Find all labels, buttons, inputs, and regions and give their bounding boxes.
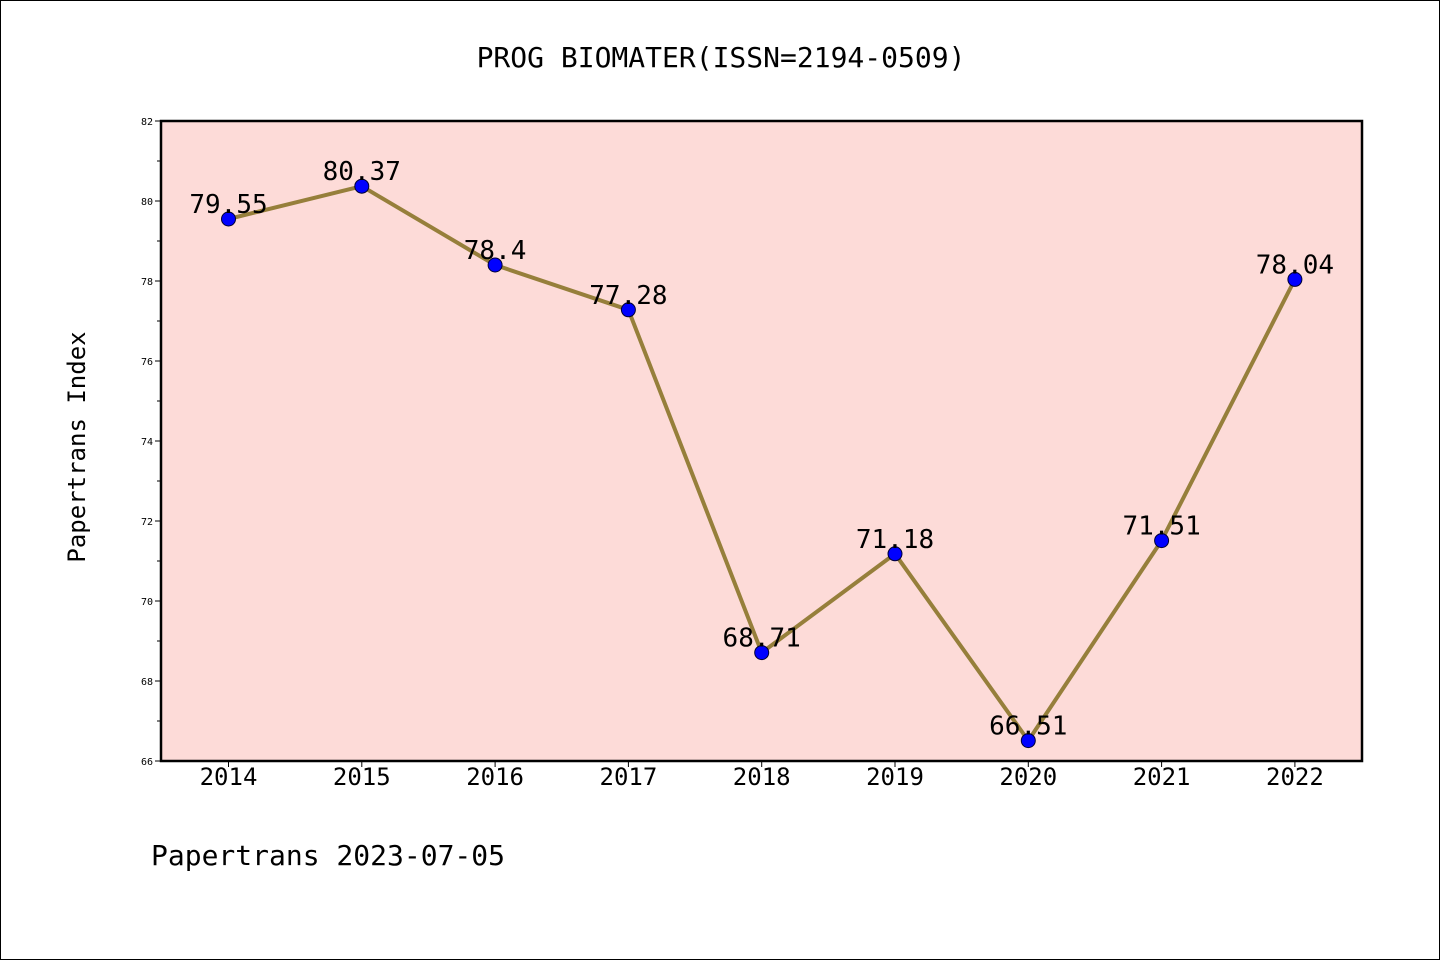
data-label: 80.37 xyxy=(323,157,401,187)
y-axis-ticks: 66 68 70 72 74 76 78 80 82 xyxy=(141,117,161,768)
x-tick-label: 2014 xyxy=(200,763,258,791)
data-point xyxy=(221,211,236,227)
data-label: 66.51 xyxy=(989,712,1067,742)
data-label: 78.4 xyxy=(464,236,527,266)
x-tick-label: 2021 xyxy=(1133,763,1191,791)
plot-border xyxy=(159,119,1364,763)
data-label: 71.18 xyxy=(856,525,934,555)
data-point xyxy=(620,302,636,318)
x-axis-ticks: 2014 2015 2016 2017 2018 2019 2020 2021 2022 xyxy=(200,761,1324,791)
y-tick-label: 76 xyxy=(141,357,153,368)
y-tick-label: 74 xyxy=(141,437,153,448)
data-point xyxy=(887,546,903,562)
y-tick-label: 82 xyxy=(141,117,153,128)
y-tick-label: 66 xyxy=(141,757,153,768)
plot-area xyxy=(161,121,1362,761)
series-group: 79.55 80.37 78.4 77.28 68.71 71.18 66.51 71.51 7… xyxy=(189,157,1334,749)
y-tick-label: 80 xyxy=(141,197,153,208)
y-axis-label: Papertrans Index xyxy=(63,331,91,562)
data-point xyxy=(487,257,503,273)
y-tick-label: 70 xyxy=(141,597,153,608)
x-tick-label: 2016 xyxy=(466,763,524,791)
x-tick-label: 2015 xyxy=(333,763,391,791)
data-point xyxy=(754,645,770,661)
data-label: 71.51 xyxy=(1122,512,1200,542)
data-point xyxy=(1287,271,1303,287)
data-label: 79.55 xyxy=(189,190,267,220)
x-tick-label: 2018 xyxy=(733,763,791,791)
data-label: 77.28 xyxy=(589,281,667,311)
data-point xyxy=(1154,533,1170,549)
data-label: 68.71 xyxy=(723,624,801,654)
x-tick-label: 2019 xyxy=(866,763,924,791)
data-point xyxy=(1020,733,1036,749)
y-tick-label: 78 xyxy=(141,277,153,288)
x-tick-label: 2017 xyxy=(600,763,658,791)
data-label: 78.04 xyxy=(1256,250,1334,280)
footer-text: Papertrans 2023-07-05 xyxy=(151,839,505,872)
chart-title: PROG BIOMATER(ISSN=2194-0509) xyxy=(477,41,966,74)
data-point xyxy=(354,178,370,194)
x-tick-label: 2022 xyxy=(1266,763,1324,791)
x-tick-label: 2020 xyxy=(999,763,1057,791)
y-tick-label: 68 xyxy=(141,677,153,688)
y-tick-label: 72 xyxy=(141,517,153,528)
